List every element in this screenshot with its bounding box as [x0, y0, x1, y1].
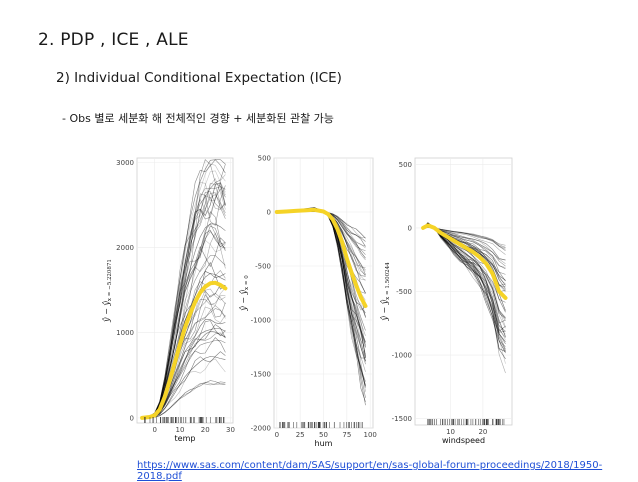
x-tick-label: 20 [201, 426, 210, 434]
y-tick-label: -500 [396, 288, 412, 296]
x-tick-label: 50 [319, 431, 328, 439]
x-tick-label: 30 [226, 426, 235, 434]
x-tick-label: 100 [364, 431, 377, 439]
x-axis-title: windspeed [442, 436, 485, 445]
y-tick-label: 0 [408, 224, 412, 232]
ice-figure: 0 10 20 300100020003000tempŷ − ŷx = −5.2208… [0, 0, 638, 478]
y-axis-title: ŷ − ŷx = −5.220871 [102, 259, 113, 323]
x-tick-label: 75 [342, 431, 351, 439]
y-tick-label: 1000 [116, 329, 134, 337]
source-link[interactable]: https://www.sas.com/content/dam/SAS/supp… [137, 460, 638, 482]
y-tick-label: -1000 [251, 317, 271, 325]
y-axis-title: ŷ − ŷx = 1.500244 [380, 262, 391, 322]
y-tick-label: 2000 [116, 244, 134, 252]
y-tick-label: 3000 [116, 159, 134, 167]
x-tick-label: 10 [175, 426, 184, 434]
y-tick-label: -500 [255, 263, 271, 271]
y-tick-label: -1000 [392, 352, 412, 360]
y-tick-label: 0 [130, 414, 134, 422]
y-tick-label: -1500 [251, 371, 271, 379]
y-axis-title: ŷ − ŷx = 0 [239, 275, 250, 312]
x-axis-title: hum [315, 439, 333, 448]
x-axis-title: temp [175, 434, 196, 443]
y-tick-label: 500 [399, 161, 412, 169]
x-tick-label: 0 [152, 426, 156, 434]
ice-panel-windspeed: 10 20 -1500 -1000 -500 0 500 windspeed ŷ − ŷx = … [380, 158, 512, 445]
y-tick-label: -1500 [392, 415, 412, 423]
ice-panel-hum: 0 25 50 75 100 -2000 -1500 -1000 -500 0 500 hum ŷ − … [239, 155, 377, 449]
y-tick-label: 500 [258, 155, 271, 163]
ice-panel-temp: 0 10 20 30 0 1000 2000 3000 temp ŷ − ŷx = −5.2208… [102, 158, 235, 443]
x-tick-label: 25 [296, 431, 305, 439]
x-tick-label: 0 [275, 431, 279, 439]
y-tick-label: -2000 [251, 425, 271, 433]
x-tick-label: 10 [446, 428, 455, 436]
y-tick-label: 0 [267, 209, 271, 217]
x-tick-label: 20 [478, 428, 487, 436]
